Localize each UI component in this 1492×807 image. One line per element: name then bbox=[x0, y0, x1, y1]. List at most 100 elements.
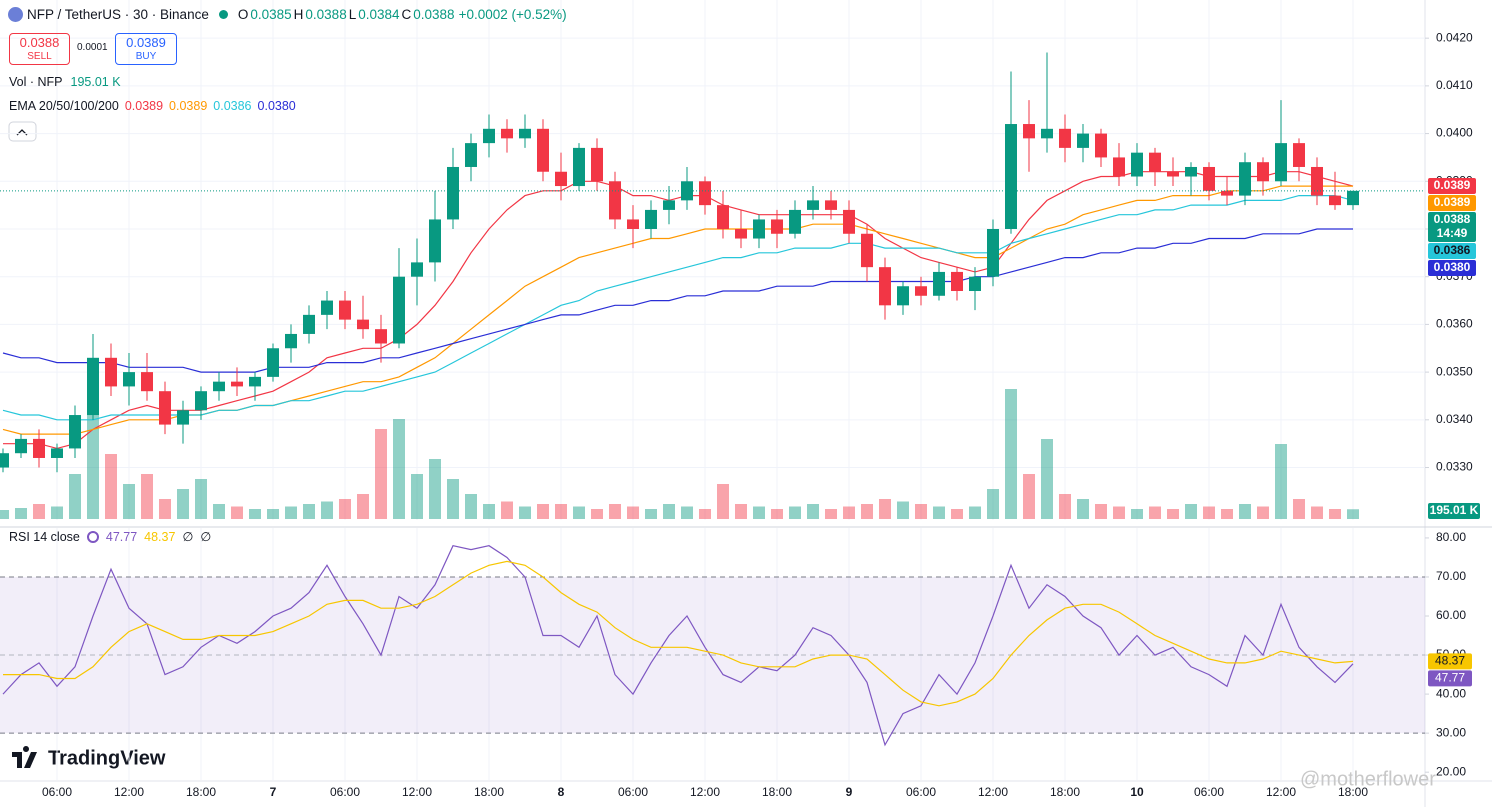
y-tick-label: 70.00 bbox=[1436, 569, 1466, 583]
candle-body bbox=[123, 372, 135, 387]
ema-title: EMA 20/50/100/200 bbox=[9, 99, 119, 113]
volume-bar bbox=[609, 504, 621, 519]
volume-bar bbox=[645, 509, 657, 519]
candle-body bbox=[339, 300, 351, 320]
y-tick-label: 20.00 bbox=[1436, 764, 1466, 778]
volume-bar bbox=[51, 506, 63, 519]
x-tick-label: 18:00 bbox=[186, 785, 216, 799]
y-tick-label: 0.0420 bbox=[1436, 30, 1473, 44]
x-tick-label: 12:00 bbox=[1266, 785, 1296, 799]
candle-body bbox=[1113, 157, 1125, 177]
rsi-tag bbox=[1428, 670, 1472, 687]
ema-line bbox=[3, 171, 1354, 450]
y-tick-label: 0.0410 bbox=[1436, 78, 1473, 92]
volume-bar bbox=[159, 499, 171, 519]
candle-body bbox=[771, 219, 783, 234]
sell-button[interactable]: 0.0388 SELL bbox=[9, 33, 70, 65]
ohlc-key: C bbox=[401, 7, 412, 22]
candle-body bbox=[933, 271, 945, 296]
volume-bar bbox=[1311, 506, 1323, 519]
tradingview-logo: TradingView bbox=[12, 746, 166, 769]
volume-bar bbox=[825, 509, 837, 519]
ohlc-value: 0.0388 bbox=[305, 7, 347, 22]
x-tick-label: 18:00 bbox=[474, 785, 504, 799]
volume-tag bbox=[1428, 503, 1480, 519]
buy-label: BUY bbox=[135, 51, 157, 62]
candle-body bbox=[51, 448, 63, 458]
buy-button[interactable]: 0.0389 BUY bbox=[115, 33, 177, 65]
volume-bar bbox=[411, 474, 423, 519]
volume-bar bbox=[519, 506, 531, 519]
volume-bar bbox=[393, 419, 405, 519]
ema-value: 0.0386 bbox=[213, 99, 252, 113]
price-tag-label: 0.0388 bbox=[1434, 212, 1471, 226]
candle-body bbox=[1221, 190, 1233, 196]
volume-bar bbox=[663, 504, 675, 519]
price-tag bbox=[1428, 243, 1476, 260]
candle-body bbox=[1167, 171, 1179, 177]
candle-body bbox=[1239, 162, 1251, 196]
volume-bar bbox=[1077, 499, 1089, 519]
symbol-header: NFP / TetherUS · 30 · Binance O 0.0385 H 0.… bbox=[8, 7, 567, 22]
volume-bar bbox=[1041, 439, 1053, 519]
volume-bar bbox=[1023, 474, 1035, 519]
price-tag-label: 0.0389 bbox=[1434, 178, 1471, 192]
sell-label: SELL bbox=[27, 51, 52, 62]
ohlc-value: 0.0385 bbox=[250, 7, 292, 22]
x-tick-label: 06:00 bbox=[42, 785, 72, 799]
rsi-legend: RSI 14 close 47.77 48.37 ∅ ∅ bbox=[9, 529, 211, 545]
volume-bar bbox=[0, 510, 9, 519]
volume-bar bbox=[33, 504, 45, 519]
ohlc-value: 0.0388 bbox=[413, 7, 455, 22]
volume-bar bbox=[681, 506, 693, 519]
candle-body bbox=[159, 391, 171, 425]
x-tick-label: 12:00 bbox=[402, 785, 432, 799]
ohlc: O 0.0385 H 0.0388 L 0.0384 C 0.0388 bbox=[238, 7, 455, 22]
volume-bar bbox=[429, 459, 441, 519]
price-tag bbox=[1428, 178, 1476, 195]
candle-body bbox=[393, 276, 405, 344]
volume-bar bbox=[1149, 506, 1161, 519]
x-tick-label: 7 bbox=[270, 785, 277, 799]
volume-bar bbox=[807, 504, 819, 519]
candle-body bbox=[177, 410, 189, 425]
rsi-extra: ∅ bbox=[182, 530, 194, 544]
candle-body bbox=[1185, 166, 1197, 177]
rsi-tag-label: 47.77 bbox=[1435, 671, 1465, 685]
price-tag bbox=[1428, 260, 1476, 277]
volume-bar bbox=[123, 484, 135, 519]
candle-body bbox=[0, 453, 9, 468]
candle-body bbox=[1329, 195, 1341, 206]
candle-body bbox=[969, 276, 981, 292]
volume-tag-label: 195.01 K bbox=[1430, 503, 1479, 517]
candle-body bbox=[267, 348, 279, 377]
volume-bar bbox=[1275, 444, 1287, 519]
volume-bar bbox=[1239, 504, 1251, 519]
volume-bar bbox=[1257, 506, 1269, 519]
candle-body bbox=[1293, 143, 1305, 167]
volume-bar bbox=[339, 499, 351, 519]
candle-body bbox=[1347, 190, 1359, 206]
volume-bar bbox=[861, 504, 873, 519]
symbol-icon bbox=[8, 7, 23, 22]
rsi-icon[interactable] bbox=[86, 530, 99, 543]
x-tick-label: 06:00 bbox=[1194, 785, 1224, 799]
ema-line bbox=[2, 195, 1354, 421]
candle-body bbox=[1095, 133, 1107, 158]
volume-bar bbox=[537, 504, 549, 519]
volume-bar bbox=[483, 504, 495, 519]
y-tick-label: 0.0330 bbox=[1436, 460, 1473, 474]
volume-bar bbox=[1203, 506, 1215, 519]
volume-bar bbox=[627, 506, 639, 519]
candle-body bbox=[195, 391, 207, 411]
ohlc-key: L bbox=[348, 7, 357, 22]
collapse-button[interactable] bbox=[8, 121, 37, 142]
candle-body bbox=[987, 228, 999, 277]
candle-body bbox=[843, 209, 855, 234]
candle-body bbox=[1203, 166, 1215, 191]
candle-body bbox=[1059, 128, 1071, 148]
volume-bar bbox=[357, 494, 369, 519]
rsi-tag-label: 48.37 bbox=[1435, 654, 1465, 668]
price-tag-label: 0.0386 bbox=[1434, 243, 1471, 257]
